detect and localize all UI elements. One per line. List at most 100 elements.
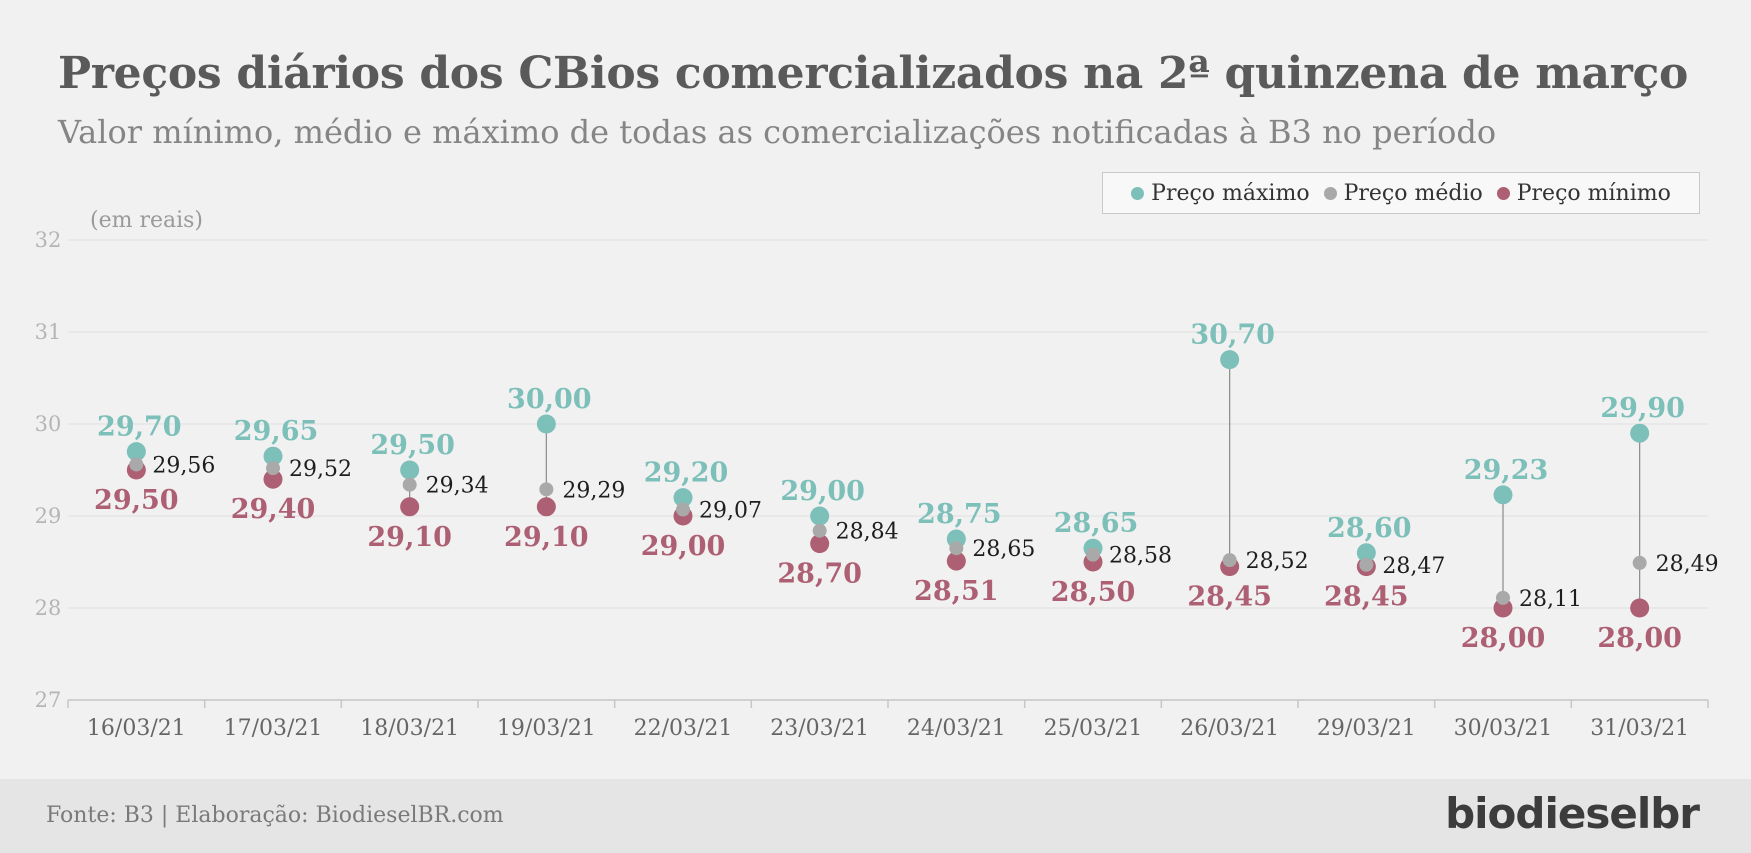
max-point bbox=[1493, 485, 1513, 505]
min-point bbox=[1493, 598, 1513, 618]
y-tick-label: 28 bbox=[35, 596, 62, 620]
legend-min-marker bbox=[1496, 186, 1510, 200]
max-value-label: 29,65 bbox=[234, 416, 319, 447]
mean-point bbox=[1222, 553, 1237, 568]
x-tick-label: 30/03/21 bbox=[1454, 716, 1553, 741]
y-tick-label: 31 bbox=[35, 320, 62, 344]
min-point bbox=[1630, 598, 1650, 618]
legend-max-marker bbox=[1131, 186, 1145, 200]
mean-value-label: 28,49 bbox=[1656, 552, 1719, 577]
mean-point bbox=[1496, 590, 1510, 605]
mean-point bbox=[402, 477, 417, 492]
legend-min-label: Preço mínimo bbox=[1516, 180, 1671, 206]
min-point bbox=[536, 497, 556, 517]
mean-value-label: 28,84 bbox=[836, 520, 899, 545]
min-value-label: 29,40 bbox=[231, 494, 316, 525]
mean-value-label: 29,34 bbox=[426, 474, 489, 499]
max-point bbox=[126, 442, 146, 462]
legend-item-max: Preço máximo bbox=[1131, 180, 1310, 206]
min-point bbox=[400, 497, 420, 517]
y-tick-label: 32 bbox=[35, 228, 62, 252]
max-point bbox=[263, 446, 283, 466]
legend-mean-label: Preço médio bbox=[1343, 180, 1483, 206]
mean-point bbox=[676, 502, 690, 517]
max-value-label: 29,50 bbox=[370, 430, 455, 461]
x-tick-label: 26/03/21 bbox=[1180, 716, 1279, 741]
x-tick-label: 22/03/21 bbox=[634, 716, 733, 741]
max-value-label: 29,00 bbox=[780, 476, 865, 507]
max-value-label: 29,90 bbox=[1600, 393, 1685, 424]
chart-subtitle: Valor mínimo, médio e máximo de todas as… bbox=[58, 113, 1497, 151]
max-value-label: 28,75 bbox=[917, 499, 1002, 530]
mean-point bbox=[1632, 555, 1647, 570]
mean-point bbox=[949, 541, 964, 556]
x-tick-label: 18/03/21 bbox=[360, 716, 459, 741]
mean-point bbox=[539, 482, 554, 497]
min-point bbox=[263, 469, 283, 489]
marks-layer: 29,70 29,50 29,56 29,65 29,40 29,52 29,50 29,10… bbox=[94, 320, 1719, 654]
mean-point bbox=[266, 461, 280, 476]
footer: Fonte: B3 | Elaboração: BiodieselBR.com … bbox=[0, 779, 1751, 853]
min-value-label: 29,00 bbox=[641, 531, 726, 562]
min-value-label: 29,50 bbox=[94, 485, 179, 516]
x-tick-label: 31/03/21 bbox=[1590, 716, 1689, 741]
mean-value-label: 28,65 bbox=[972, 537, 1035, 562]
x-tick-label: 19/03/21 bbox=[497, 716, 596, 741]
max-point bbox=[673, 488, 693, 508]
min-point bbox=[810, 534, 830, 554]
min-value-label: 28,45 bbox=[1187, 582, 1272, 613]
min-value-label: 28,00 bbox=[1597, 623, 1682, 654]
max-value-label: 30,70 bbox=[1190, 320, 1275, 351]
x-tick-label: 25/03/21 bbox=[1044, 716, 1143, 741]
y-tick-label: 30 bbox=[35, 412, 62, 436]
max-value-label: 29,20 bbox=[644, 458, 729, 489]
max-value-label: 28,65 bbox=[1054, 508, 1139, 539]
mean-value-label: 29,52 bbox=[289, 457, 352, 482]
axis-layer: 27 28 29 30 31 32 16/03/21 17/03/21 18/03/21 19/0… bbox=[35, 228, 1709, 741]
x-tick-label: 17/03/21 bbox=[224, 716, 323, 741]
legend-max-label: Preço máximo bbox=[1151, 180, 1310, 206]
mean-value-label: 29,56 bbox=[152, 453, 215, 478]
x-tick-label: 29/03/21 bbox=[1317, 716, 1416, 741]
max-point bbox=[536, 414, 556, 434]
min-point bbox=[946, 551, 966, 571]
x-tick-label: 24/03/21 bbox=[907, 716, 1006, 741]
legend-item-mean: Preço médio bbox=[1323, 180, 1483, 206]
x-tick-label: 23/03/21 bbox=[770, 716, 869, 741]
legend-item-min: Preço mínimo bbox=[1496, 180, 1671, 206]
max-value-label: 29,23 bbox=[1464, 455, 1549, 486]
min-value-label: 29,10 bbox=[367, 522, 452, 553]
biodieselbr-logo: biodieselbr bbox=[1445, 789, 1700, 838]
mean-value-label: 28,58 bbox=[1109, 544, 1172, 569]
y-tick-label: 27 bbox=[35, 688, 62, 712]
min-value-label: 28,51 bbox=[914, 576, 999, 607]
min-value-label: 28,45 bbox=[1324, 582, 1409, 613]
mean-value-label: 28,11 bbox=[1519, 587, 1582, 612]
mean-point bbox=[812, 523, 827, 538]
mean-value-label: 28,47 bbox=[1382, 554, 1445, 579]
max-value-label: 29,70 bbox=[97, 412, 182, 443]
mean-value-label: 29,07 bbox=[699, 499, 762, 524]
grid-layer bbox=[68, 239, 1708, 609]
max-point bbox=[1630, 423, 1650, 443]
chart-title: Preços diários dos CBios comercializados… bbox=[58, 48, 1689, 99]
min-value-label: 28,00 bbox=[1461, 623, 1546, 654]
mean-point bbox=[1086, 547, 1100, 562]
legend-mean-marker bbox=[1323, 186, 1337, 200]
source-credit: Fonte: B3 | Elaboração: BiodieselBR.com bbox=[46, 803, 504, 828]
max-value-label: 30,00 bbox=[507, 384, 592, 415]
mean-point bbox=[129, 457, 144, 472]
min-value-label: 29,10 bbox=[504, 522, 589, 553]
mean-point bbox=[1359, 557, 1374, 572]
max-point bbox=[810, 506, 830, 526]
y-tick-label: 29 bbox=[35, 504, 62, 528]
max-point bbox=[400, 460, 420, 480]
max-point bbox=[1220, 350, 1240, 370]
mean-value-label: 28,52 bbox=[1246, 549, 1309, 574]
max-point bbox=[1356, 543, 1376, 563]
min-value-label: 28,70 bbox=[777, 559, 862, 590]
legend: Preço máximo Preço médio Preço mínimo bbox=[1102, 172, 1700, 214]
x-tick-label: 16/03/21 bbox=[87, 716, 186, 741]
mean-value-label: 29,29 bbox=[562, 478, 625, 503]
max-value-label: 28,60 bbox=[1327, 513, 1412, 544]
